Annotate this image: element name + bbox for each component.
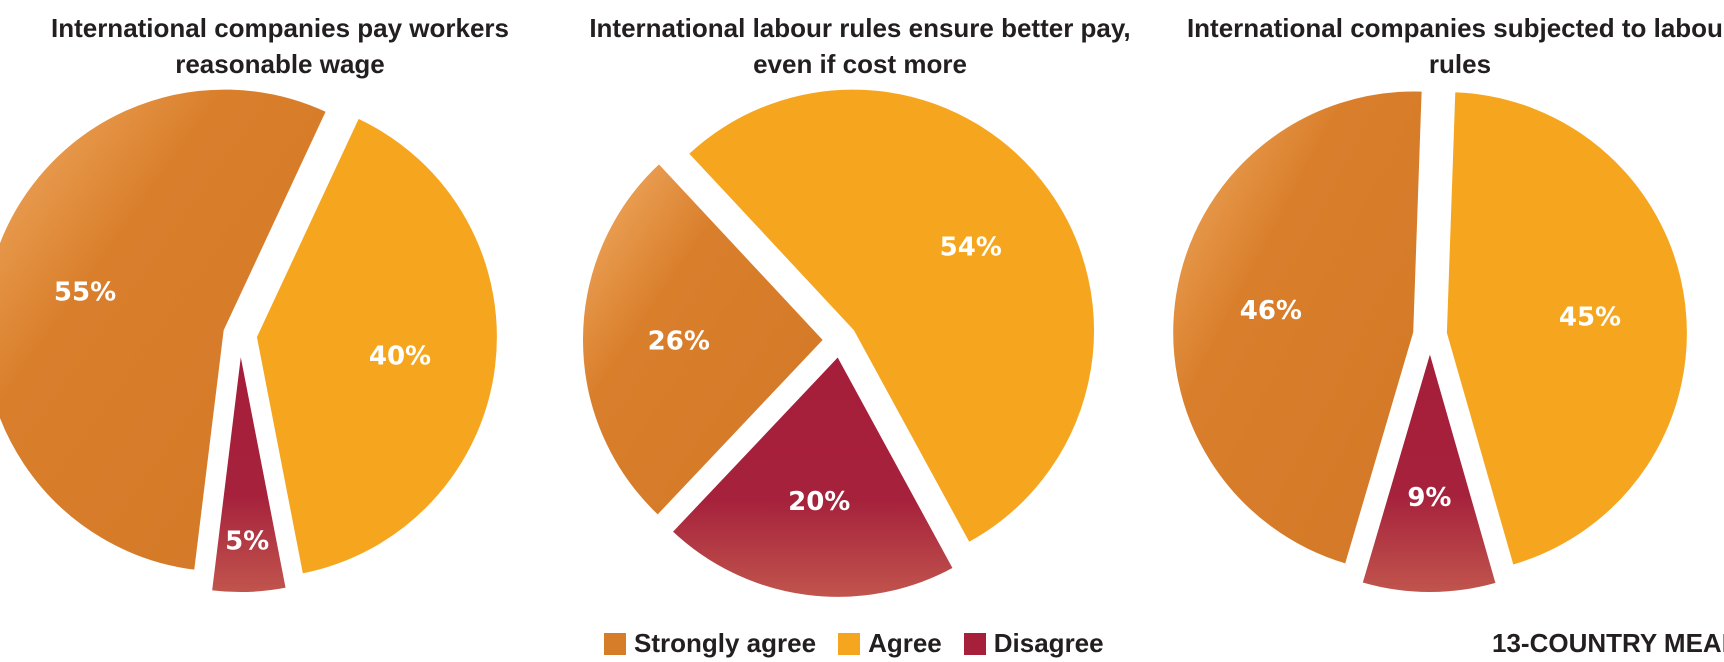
data-label: 9% — [1407, 483, 1451, 513]
legend-swatch — [963, 632, 986, 655]
pie-slice-agree — [1444, 90, 1689, 567]
legend-swatch — [838, 632, 861, 655]
legend-item-disagree: Disagree — [963, 628, 1104, 659]
pie-slice-agree — [254, 116, 499, 576]
chart-title: International companies pay workers reas… — [50, 13, 510, 79]
chart-title: International companies subjected to lab… — [1186, 13, 1724, 79]
data-label: 26% — [648, 326, 710, 356]
legend-swatch — [604, 632, 626, 655]
legend: Strongly agree Agree Disagree — [604, 628, 1126, 659]
pie-slice-strongly-agree — [581, 161, 826, 518]
pie-slice-strongly-agree — [1171, 89, 1424, 566]
footnote: 13-COUNTRY MEAN — [1492, 628, 1724, 658]
data-label: 46% — [1240, 296, 1302, 326]
chart-title: International labour rules ensure better… — [589, 13, 1131, 79]
pie-slice-disagree — [670, 354, 956, 599]
pie-chart: 54% 20% 26% — [581, 87, 1096, 599]
data-label: 55% — [54, 278, 116, 308]
legend-label: Strongly agree — [634, 628, 817, 658]
data-label: 54% — [940, 233, 1002, 263]
data-label: 5% — [225, 527, 269, 557]
legend-item-strongly-agree: Strongly agree — [604, 628, 816, 659]
data-label: 40% — [369, 342, 431, 372]
pie-slice-strongly-agree — [0, 87, 329, 572]
legend-item-agree: Agree — [838, 628, 942, 659]
legend-label: Agree — [868, 628, 942, 658]
pie-chart: 40% 5% 55% — [0, 87, 499, 594]
pie-slice-agree — [686, 87, 1096, 545]
pie-slice-disagree — [1360, 347, 1498, 594]
data-label: 20% — [788, 487, 850, 517]
data-label: 45% — [1559, 302, 1621, 332]
legend-label: Disagree — [993, 628, 1104, 658]
pie-chart: 45% 9% 46% — [1171, 89, 1689, 594]
pie-slice-disagree — [209, 350, 288, 594]
